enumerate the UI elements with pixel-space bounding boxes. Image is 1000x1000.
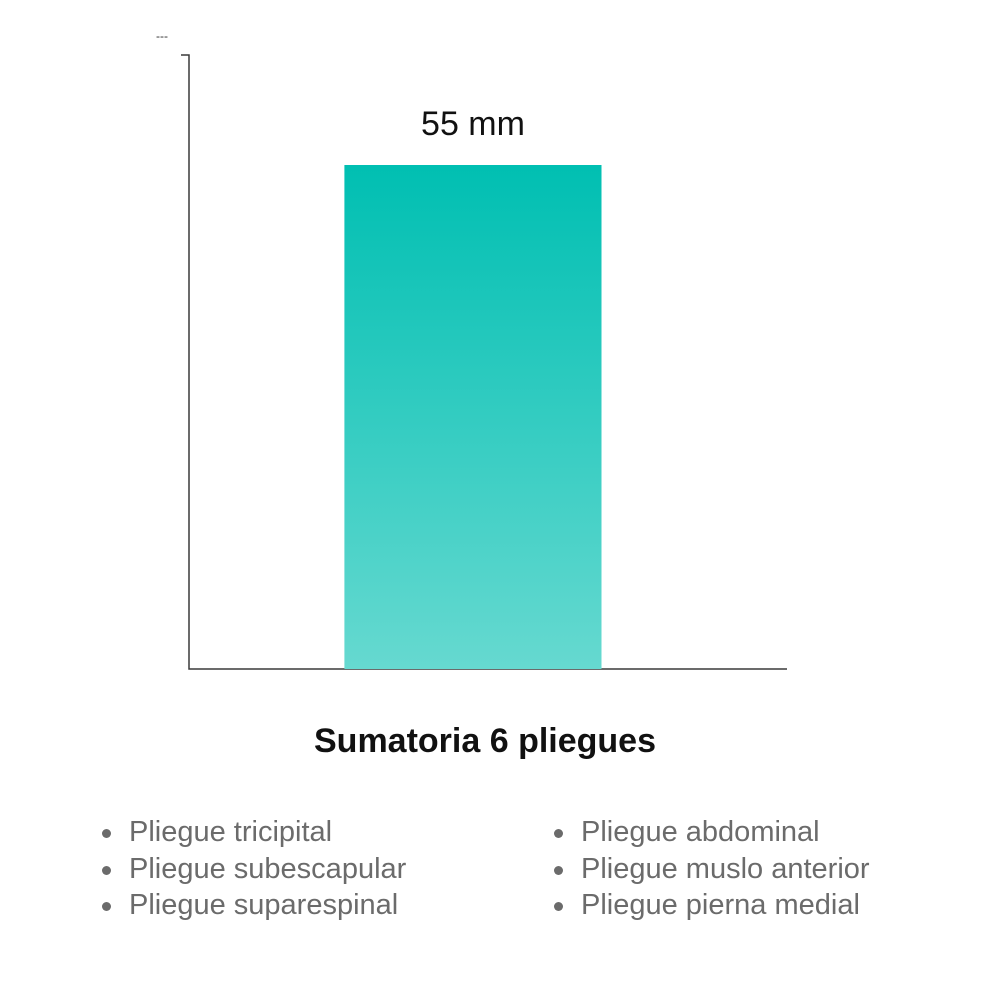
bar-chart: --- 55 mm xyxy=(156,29,787,670)
legend-item: Pliegue muslo anterior xyxy=(552,851,870,888)
axis-top-mark: --- xyxy=(156,29,168,43)
legend-item: Pliegue subescapular xyxy=(100,851,406,888)
bars-group: 55 mm xyxy=(344,105,602,669)
bullet-icon xyxy=(554,902,563,911)
chart-title: Sumatoria 6 pliegues xyxy=(314,722,656,760)
legend-item-label: Pliegue muslo anterior xyxy=(581,852,870,885)
legend-item: Pliegue tricipital xyxy=(100,814,406,851)
legend-item-label: Pliegue pierna medial xyxy=(581,889,860,921)
bar xyxy=(344,165,602,669)
legend-list-left: Pliegue tricipital Pliegue subescapular … xyxy=(100,814,406,924)
bullet-icon xyxy=(554,829,563,838)
legend-item-label: Pliegue abdominal xyxy=(581,816,820,848)
bullet-icon xyxy=(102,829,111,838)
bar-value-label: 55 mm xyxy=(421,105,525,143)
bullet-icon xyxy=(102,902,111,911)
legend-item: Pliegue suparespinal xyxy=(100,887,406,924)
legend-item-label: Pliegue suparespinal xyxy=(129,889,399,921)
legend-item: Pliegue abdominal xyxy=(552,814,870,851)
legend-item-label: Pliegue subescapular xyxy=(129,852,407,885)
legend-item: Pliegue pierna medial xyxy=(552,887,870,924)
legend-list-right: Pliegue abdominal Pliegue muslo anterior… xyxy=(552,814,870,924)
legend-item-label: Pliegue tricipital xyxy=(129,816,333,848)
bullet-icon xyxy=(102,865,111,875)
bullet-icon xyxy=(554,865,563,875)
